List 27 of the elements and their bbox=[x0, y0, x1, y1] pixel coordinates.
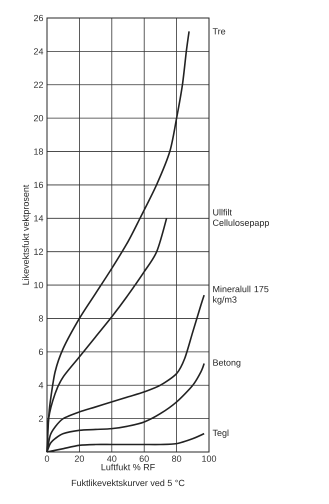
y-tick-label: 14 bbox=[34, 215, 44, 222]
y-axis-title: Likevektsfukt vektprosent bbox=[22, 184, 31, 285]
y-tick-label: 24 bbox=[34, 48, 44, 55]
x-tick-label: 0 bbox=[44, 456, 50, 462]
y-tick-label: 16 bbox=[34, 182, 44, 188]
x-tick-label: 20 bbox=[74, 456, 84, 462]
series-label: Tegl bbox=[212, 429, 228, 438]
y-tick-label: 20 bbox=[34, 114, 44, 122]
y-tick-label: 10 bbox=[34, 282, 44, 288]
x-tick-label: 100 bbox=[202, 456, 216, 462]
text: Ullfilt Cellulosepapp bbox=[212, 208, 269, 228]
text: Fuktlikevektskurver ved 5 °C bbox=[72, 480, 185, 486]
y-tick-label: 18 bbox=[34, 148, 44, 155]
series-label: Mineralull 175 kg/m3 bbox=[213, 286, 268, 304]
y-tick-label: 4 bbox=[38, 382, 44, 388]
text: Tre bbox=[212, 28, 226, 34]
y-tick-label: 6 bbox=[38, 348, 44, 356]
y-tick-label: 2 bbox=[38, 415, 44, 422]
x-tick-label: 60 bbox=[140, 456, 149, 462]
series-label: Betong bbox=[213, 360, 240, 368]
y-tick-label: 22 bbox=[34, 82, 44, 88]
y-tick-label: 12 bbox=[34, 248, 44, 255]
x-tick-label: 80 bbox=[172, 456, 182, 462]
x-axis-title: Luftfukt % RF bbox=[102, 464, 155, 470]
x-tick-label: 40 bbox=[107, 456, 116, 462]
y-tick-label: 26 bbox=[34, 14, 44, 22]
y-tick-label: 8 bbox=[38, 315, 44, 322]
